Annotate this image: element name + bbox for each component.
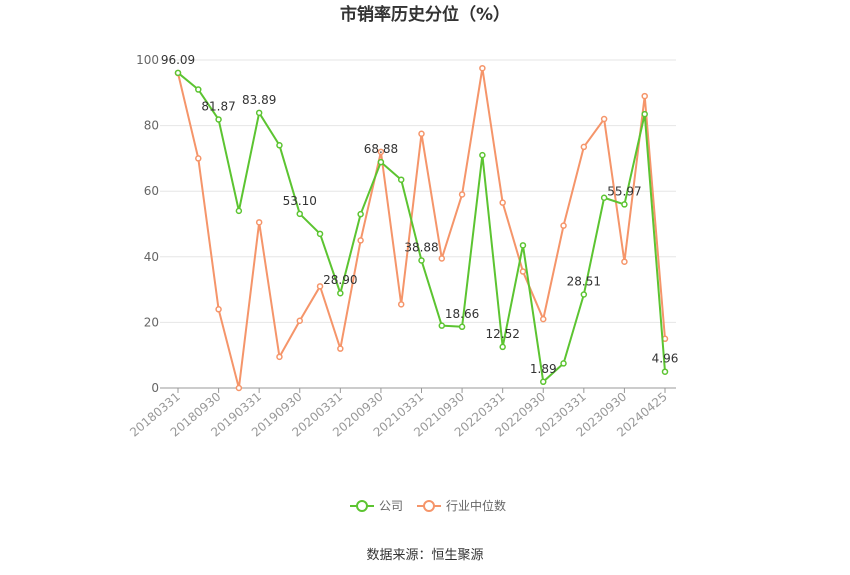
data-point[interactable] [458,191,466,198]
data-point[interactable] [621,258,628,265]
data-point[interactable] [661,368,669,375]
y-tick-label: 0 [151,381,159,395]
data-point[interactable] [296,317,303,325]
data-point[interactable] [418,130,425,138]
data-point[interactable] [641,92,648,100]
data-point[interactable] [519,242,527,249]
data-point[interactable] [235,384,243,392]
y-tick-label: 20 [144,315,159,329]
data-label: 18.66 [445,307,479,321]
series-line [177,72,666,383]
data-point[interactable] [479,64,486,72]
data-point[interactable] [600,194,608,202]
data-label: 53.10 [283,194,317,208]
data-point[interactable] [357,210,364,218]
data-point[interactable] [418,257,425,264]
data-label: 68.88 [364,142,398,156]
legend-marker [356,500,368,512]
data-point[interactable] [499,343,506,351]
data-label: 4.96 [652,352,679,366]
series-line [177,67,666,389]
data-point[interactable] [560,222,567,229]
data-point[interactable] [215,116,222,123]
data-point[interactable] [540,378,547,386]
data-point[interactable] [499,199,506,206]
x-axis: 2018033120180930201903312019093020200331… [127,387,676,440]
legend-label: 行业中位数 [446,498,506,513]
data-point[interactable] [195,155,202,162]
series-layer [174,64,669,392]
data-point[interactable] [580,291,588,298]
data-point[interactable] [600,115,608,123]
data-label: 96.09 [161,53,195,67]
data-label: 28.51 [567,274,601,288]
data-point[interactable] [377,148,385,156]
data-point[interactable] [296,210,303,218]
y-tick-label: 100 [136,53,159,67]
data-point[interactable] [458,323,466,331]
data-point[interactable] [540,315,547,323]
data-point[interactable] [316,230,324,238]
data-point[interactable] [215,306,222,313]
data-point[interactable] [519,268,527,275]
data-point[interactable] [438,255,446,262]
data-point[interactable] [255,109,263,117]
y-tick-label: 60 [144,184,159,198]
data-labels: 96.09 81.87 83.89 53.10 28.90 68.88 38.88 18.66… [161,53,679,376]
legend-marker [423,500,435,512]
data-point[interactable] [479,151,486,159]
data-point[interactable] [255,219,263,226]
data-point[interactable] [316,283,324,290]
y-axis: 0 20 40 60 80 100 [136,53,159,395]
data-point[interactable] [580,143,588,151]
data-point[interactable] [438,322,446,329]
data-point[interactable] [276,142,283,149]
data-label: 55.97 [607,184,641,198]
data-point[interactable] [397,176,405,183]
data-point[interactable] [174,69,182,77]
data-label: 12.52 [485,327,519,341]
legend: 公司 行业中位数 [350,498,506,513]
data-label: 1.89 [530,362,557,376]
data-label: 28.90 [323,273,357,287]
data-point[interactable] [560,360,567,367]
data-label: 83.89 [242,93,276,107]
data-point[interactable] [621,201,628,208]
legend-label: 公司 [379,499,403,513]
source-note: 数据来源：恒生聚源 [366,548,483,563]
series-1 [174,64,669,392]
y-tick-label: 40 [144,250,159,264]
data-point[interactable] [235,207,243,215]
data-point[interactable] [357,237,364,244]
data-label: 81.87 [201,99,235,113]
y-tick-label: 80 [144,119,159,133]
legend-item-0[interactable]: 公司 [350,499,403,513]
legend-item-1[interactable]: 行业中位数 [417,498,506,513]
data-label: 38.88 [404,240,438,254]
data-point[interactable] [276,353,283,361]
data-point[interactable] [641,110,648,118]
series-0 [174,69,669,386]
data-point[interactable] [195,86,202,93]
data-point[interactable] [337,289,344,297]
data-point[interactable] [397,301,405,308]
data-point[interactable] [337,345,344,352]
data-point[interactable] [377,158,385,166]
chart-title: 市销率历史分位（%） [340,4,510,25]
